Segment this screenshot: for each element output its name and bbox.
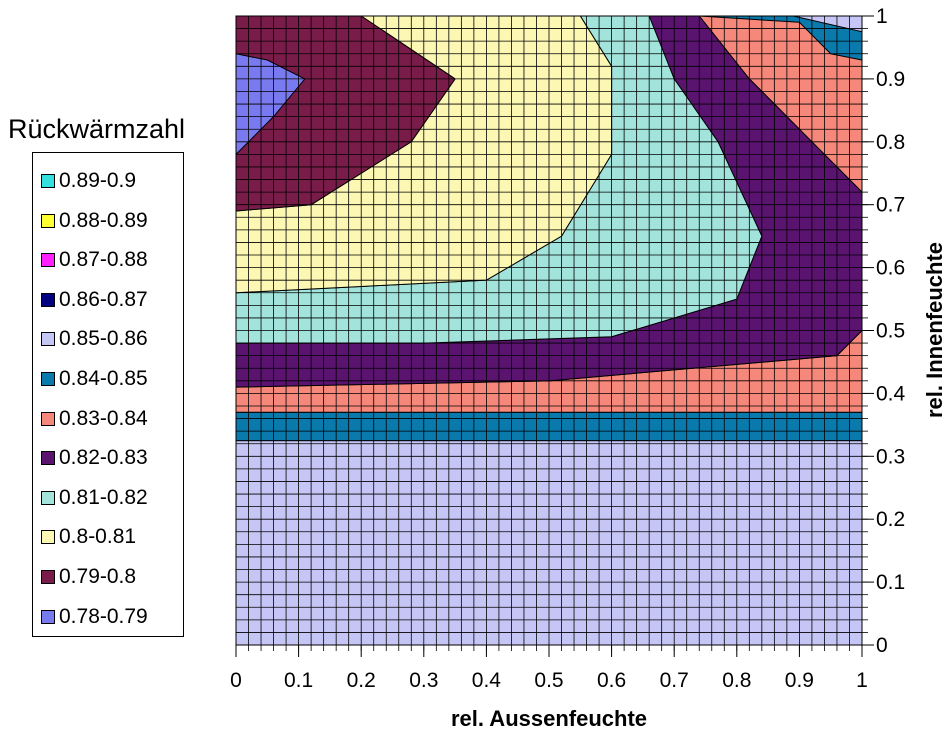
y-tick-label: 0.7 bbox=[876, 194, 905, 217]
legend-label: 0.86-0.87 bbox=[59, 287, 148, 311]
y-tick-label: 0.6 bbox=[876, 257, 905, 280]
legend-item: 0.8-0.81 bbox=[41, 523, 136, 551]
legend-item: 0.79-0.8 bbox=[41, 563, 136, 591]
legend-swatch bbox=[41, 609, 55, 624]
legend-label: 0.82-0.83 bbox=[59, 446, 148, 470]
y-axis-label: rel. Innenfeuchte bbox=[922, 242, 947, 418]
legend-label: 0.85-0.86 bbox=[59, 327, 148, 351]
legend-swatch bbox=[41, 174, 55, 188]
x-tick-label: 0.2 bbox=[347, 669, 376, 692]
legend-swatch bbox=[41, 490, 55, 505]
legend-swatch bbox=[41, 332, 55, 347]
legend-item: 0.86-0.87 bbox=[41, 286, 148, 314]
legend-label: 0.78-0.79 bbox=[59, 604, 148, 628]
legend-item: 0.88-0.89 bbox=[41, 207, 148, 235]
x-tick-label: 0.8 bbox=[722, 669, 751, 692]
x-tick-label: 0.3 bbox=[409, 669, 438, 692]
y-tick-label: 0.3 bbox=[876, 445, 905, 468]
x-tick-label: 0.4 bbox=[472, 669, 502, 692]
x-axis-label: rel. Aussenfeuchte bbox=[451, 706, 647, 731]
legend-swatch bbox=[41, 213, 55, 228]
legend-swatch bbox=[41, 530, 55, 545]
legend-label: 0.88-0.89 bbox=[59, 208, 148, 232]
legend-label: 0.89-0.9 bbox=[59, 169, 137, 192]
x-tick-label: 0.5 bbox=[534, 669, 563, 692]
legend-label: 0.87-0.88 bbox=[59, 248, 148, 272]
legend-item: 0.84-0.85 bbox=[41, 365, 148, 393]
x-tick-label: 0.7 bbox=[660, 669, 689, 692]
legend-title: Rückwärmzahl bbox=[8, 114, 186, 144]
legend-item: 0.85-0.86 bbox=[41, 325, 148, 353]
x-axis-ticks: 0 0.1 0.2 0.3 0.4 0.5 0.6 0.7 0.8 0.9 1 bbox=[230, 645, 868, 692]
y-tick-label: 0.9 bbox=[876, 68, 905, 91]
x-tick-label: 0.6 bbox=[597, 669, 626, 692]
x-tick-label: 0.9 bbox=[785, 669, 814, 692]
y-tick-label: 0.1 bbox=[876, 571, 905, 594]
legend-item: 0.82-0.83 bbox=[41, 444, 148, 472]
legend-label: 0.83-0.84 bbox=[59, 406, 148, 430]
y-tick-label: 0.4 bbox=[876, 382, 906, 405]
legend-swatch bbox=[41, 292, 55, 307]
legend-swatch bbox=[41, 253, 55, 268]
legend-label: 0.8-0.81 bbox=[59, 525, 137, 549]
y-axis-ticks: 0 0.1 0.2 0.3 0.4 0.5 0.6 0.7 0.8 0.9 1 bbox=[862, 5, 906, 657]
legend-item: 0.89-0.9 bbox=[41, 167, 136, 195]
y-tick-label: 0 bbox=[876, 634, 888, 657]
legend-swatch bbox=[41, 451, 55, 466]
contour-regions bbox=[235, 15, 863, 646]
grid-overlay bbox=[236, 16, 862, 645]
y-tick-label: 0.8 bbox=[876, 131, 905, 154]
x-tick-label: 0.1 bbox=[284, 669, 313, 692]
legend-swatch bbox=[41, 570, 55, 584]
legend-label: 0.84-0.85 bbox=[59, 367, 148, 390]
y-tick-label: 0.2 bbox=[876, 508, 905, 531]
legend-item: 0.81-0.82 bbox=[41, 484, 148, 512]
y-tick-label: 0.5 bbox=[876, 320, 905, 343]
y-tick-label: 1 bbox=[876, 5, 888, 28]
x-tick-label: 0 bbox=[230, 669, 242, 692]
legend-label: 0.79-0.8 bbox=[59, 565, 137, 588]
legend-item: 0.87-0.88 bbox=[41, 246, 148, 274]
legend-swatch bbox=[41, 372, 55, 386]
legend: 0.89-0.9 0.88-0.89 0.87-0.88 0.86-0.87 0.85-… bbox=[32, 152, 184, 637]
legend-swatch bbox=[41, 411, 55, 426]
legend-item: 0.83-0.84 bbox=[41, 405, 148, 433]
legend-item: 0.78-0.79 bbox=[41, 603, 148, 631]
legend-label: 0.81-0.82 bbox=[59, 485, 148, 509]
x-tick-label: 1 bbox=[856, 669, 868, 692]
